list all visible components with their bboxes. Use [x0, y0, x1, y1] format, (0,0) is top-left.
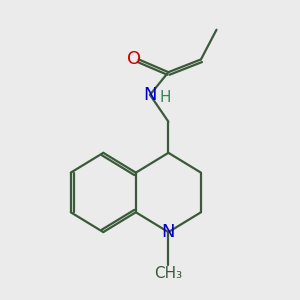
Text: H: H — [160, 90, 171, 105]
Text: N: N — [162, 223, 175, 241]
Text: CH₃: CH₃ — [154, 266, 182, 281]
Text: O: O — [128, 50, 142, 68]
Text: N: N — [143, 86, 157, 104]
